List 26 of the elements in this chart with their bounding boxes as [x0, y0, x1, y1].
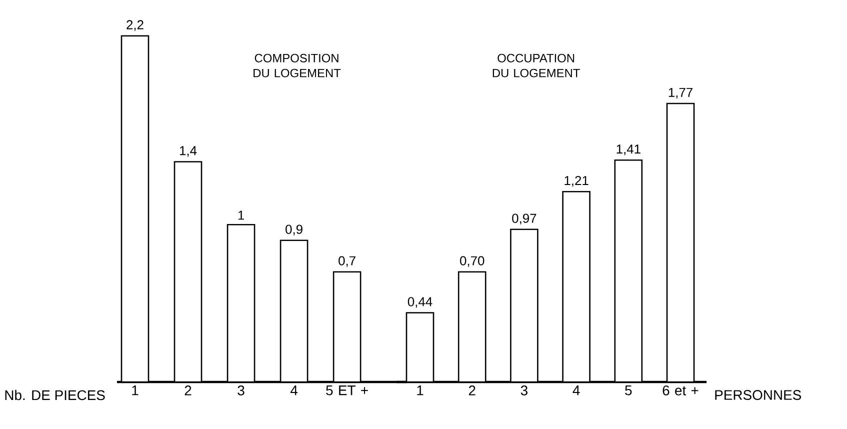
text: COMPOSITION DU LOGEMENT	[254, 54, 341, 78]
data-label: 0,9	[286, 224, 302, 236]
x-tick-label: 3	[520, 386, 528, 396]
data-label: 1,21	[564, 176, 588, 187]
data-label: 0,44	[408, 297, 432, 308]
x-tick-label: 6 et +	[662, 386, 698, 396]
x-tick-label: 1	[417, 386, 424, 396]
data-label: 0,7	[338, 256, 356, 267]
data-label: 0,97	[512, 214, 536, 224]
data-label: 1,77	[668, 88, 692, 99]
x-axis-title: Nb. DE PIECES	[5, 390, 105, 400]
x-tick-label: 5	[625, 386, 632, 396]
x-tick-label: 3	[238, 386, 244, 396]
x-tick-label: 4	[290, 386, 298, 396]
x-tick-label: 2	[184, 386, 192, 396]
data-label: 1,41	[616, 144, 640, 156]
data-label: 1	[238, 210, 244, 220]
data-label: 1,4	[180, 146, 197, 157]
x-tick-label: 5 ET +	[326, 386, 368, 396]
x-tick-label: 1	[132, 386, 138, 396]
x-tick-label: 4	[572, 386, 580, 396]
chart-title: OCCUPATION DU LOGEMENT	[492, 54, 580, 78]
x-tick-label: 2	[468, 386, 476, 396]
x-axis-title: PERSONNES	[715, 390, 802, 400]
data-label: 0,70	[460, 256, 484, 267]
data-label: 2,2	[126, 20, 144, 31]
